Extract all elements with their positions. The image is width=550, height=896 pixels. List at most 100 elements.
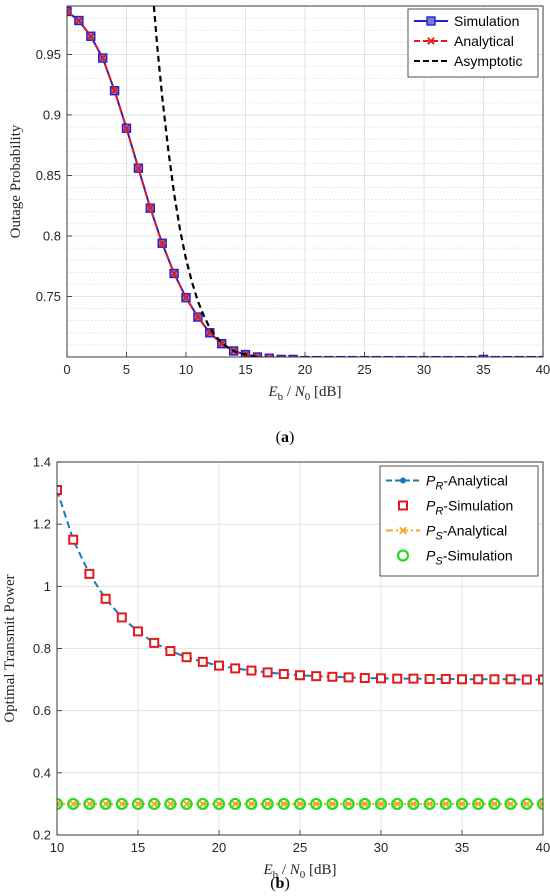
marker-circle [57, 797, 64, 811]
x-axis-label-b: b [278, 391, 284, 403]
marker-x [134, 800, 142, 808]
marker-square [295, 670, 305, 681]
marker-x [98, 54, 107, 62]
marker-square [408, 673, 419, 684]
marker-x [433, 356, 439, 357]
x-tick-label: 10 [50, 840, 64, 855]
marker-circle [472, 797, 485, 811]
marker-x [504, 356, 511, 357]
x-axis-label-unit: [dB] [305, 862, 336, 878]
marker-x [296, 800, 304, 808]
marker-circle [245, 797, 258, 811]
marker-square [336, 355, 346, 357]
y-axis-label: Outage Probability [8, 124, 24, 238]
marker-x [110, 86, 119, 95]
marker-circle [504, 797, 517, 811]
marker-x [528, 356, 534, 357]
marker-square [443, 355, 453, 357]
marker-x [150, 800, 159, 808]
legend-entry: PS-Analytical [386, 523, 507, 543]
marker-circle [439, 797, 452, 811]
marker-x [506, 800, 515, 808]
marker-circle [99, 797, 112, 811]
x-axis-label-e: E [267, 384, 277, 400]
marker-square [398, 500, 408, 511]
marker-x [69, 800, 78, 808]
marker-x [490, 800, 499, 808]
marker-square [262, 667, 273, 678]
y-tick-label: 0.6 [33, 703, 51, 718]
marker-x [360, 800, 369, 808]
marker-x [253, 353, 262, 357]
x-axis-label-n: N [294, 384, 306, 400]
marker-square [67, 6, 72, 17]
marker-x [328, 800, 337, 808]
marker-x [146, 204, 155, 212]
marker-x [337, 356, 344, 357]
marker-square [457, 674, 467, 685]
legend-entry: PS-Simulation [396, 548, 513, 568]
marker-x [85, 800, 94, 808]
marker-circle [391, 797, 404, 811]
legend-label-sub: S [435, 556, 443, 568]
legend: Simulation Analytical Asymptotic [407, 8, 539, 78]
marker-x [170, 269, 178, 278]
marker-x [215, 800, 223, 808]
marker-circle [115, 797, 128, 811]
y-tick-label: 0.95 [36, 47, 61, 62]
legend-label: PR-Simulation [426, 498, 513, 518]
marker-x [456, 356, 463, 357]
legend-label-suffix: -Analytical [443, 523, 508, 539]
legend-entry: Simulation [414, 13, 519, 29]
y-tick-label: 0.9 [43, 107, 61, 122]
marker-square [526, 355, 536, 357]
marker-x [377, 800, 385, 808]
marker-square [431, 355, 441, 357]
marker-x [182, 800, 191, 808]
marker-circle [423, 797, 436, 811]
marker-square [383, 355, 393, 357]
marker-square [68, 534, 79, 545]
legend-label-main: P [426, 498, 436, 514]
legend-label: PR-Analytical [426, 473, 508, 493]
marker-x [393, 800, 402, 808]
marker-circle [488, 797, 501, 811]
y-tick-label: 0.8 [43, 228, 61, 243]
marker-x [373, 356, 380, 357]
plot-area [57, 484, 543, 811]
legend-label-suffix: -Simulation [443, 548, 513, 564]
marker-x [522, 800, 531, 808]
caption-letter: a [281, 429, 289, 446]
marker-square [149, 637, 160, 648]
marker-x [265, 354, 274, 357]
marker-square [288, 354, 298, 357]
marker-square [371, 355, 382, 357]
panel-caption: (a) [276, 429, 295, 446]
y-tick-label: 0.2 [33, 828, 51, 843]
marker-x [75, 16, 83, 25]
panel-a: 0 5 10 15 20 25 30 35 40 0.75 0.8 0.85 0.9 0.95 Outage… [8, 5, 550, 446]
x-axis-label-zero: 0 [305, 391, 311, 403]
y-tick-label: 0.75 [36, 289, 61, 304]
legend-box [379, 465, 539, 577]
x-axis-label-n: N [289, 862, 301, 878]
marker-square [473, 674, 484, 685]
caption-close: ) [284, 875, 289, 892]
marker-square [455, 355, 465, 357]
marker-x [122, 124, 131, 133]
series-p-s-simulation [57, 797, 543, 811]
marker-square [252, 352, 263, 357]
marker-x [231, 800, 240, 808]
marker-circle [212, 797, 226, 811]
y-tick-label: 1.4 [33, 455, 51, 470]
marker-circle [396, 549, 410, 562]
marker-square [466, 355, 477, 357]
marker-x [427, 37, 435, 45]
marker-x [194, 313, 202, 321]
marker-square [116, 612, 127, 623]
marker-x [263, 800, 272, 808]
legend-entry: PR-Analytical [386, 473, 508, 493]
marker-x [326, 356, 332, 357]
